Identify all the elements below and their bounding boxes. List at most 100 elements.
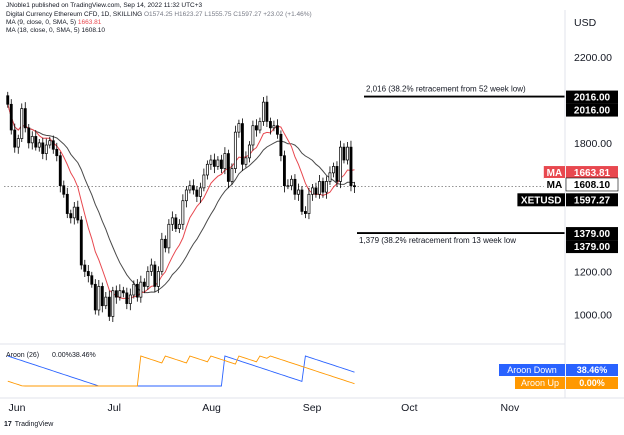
candle-body [93, 283, 97, 311]
ma9-line [7, 104, 355, 300]
candle-body [335, 166, 339, 182]
candle-body [132, 283, 136, 296]
candle-body [346, 146, 349, 161]
candle-body [237, 123, 241, 133]
candle-body [65, 193, 69, 214]
price-tag-bg [566, 240, 618, 254]
candle-body [240, 123, 244, 165]
ma18-legend-value: 1608.10 [81, 27, 106, 34]
candle-body [118, 290, 122, 298]
candle-body [58, 155, 62, 187]
price-tag-value: 2016.00 [574, 93, 611, 104]
candle-body [318, 181, 321, 195]
candle-body [286, 185, 290, 188]
price-tag-label: MA [547, 180, 563, 191]
ohlc-values: O1574.25 H1623.27 L1555.75 C1597.27 +23.… [144, 11, 312, 18]
y-tick-label: 2200.00 [574, 52, 612, 64]
candle-body [174, 217, 178, 229]
candle-body [86, 271, 90, 277]
candle-body [83, 264, 87, 272]
candle-body [104, 296, 108, 307]
aroon-label: Aroon (26) [6, 352, 39, 359]
candle-body [321, 181, 325, 193]
tradingview-logo: 17 [4, 421, 12, 428]
candle-body [226, 153, 230, 182]
candle-body [79, 219, 83, 266]
candle-body [191, 185, 195, 191]
aroon-up-tag-bg [515, 377, 565, 389]
candle-body [149, 264, 153, 272]
candle-body [128, 294, 132, 304]
candle-body [188, 185, 192, 191]
candle-body [16, 138, 20, 148]
candle-body [195, 189, 199, 197]
aroon-up-value: 0.00% [52, 352, 72, 359]
candle-body [153, 264, 157, 287]
candle-body [41, 142, 45, 154]
symbol-line: Digital Currency Ethereum CFD, 1D, SKILL… [6, 11, 312, 19]
candle-body [170, 217, 174, 225]
candle-body [233, 131, 237, 169]
candle-body [304, 211, 307, 214]
candle-body [23, 108, 27, 129]
x-tick-label: Jul [108, 402, 121, 414]
candle-body [307, 193, 311, 214]
candle-body [167, 223, 171, 249]
y-tick-label: 1000.00 [574, 309, 612, 321]
candle-body [289, 178, 293, 187]
y-tick-label: 1800.00 [574, 138, 612, 150]
tradingview-footer: 17 TradingView [4, 421, 53, 428]
price-tag-value: 1379.00 [574, 229, 611, 240]
price-tag-bg [566, 166, 618, 180]
candle-body [339, 146, 342, 182]
aroon-pane: Aroon (26) 0.00% 38.46% [6, 352, 355, 387]
price-tag-bg [566, 103, 618, 117]
level-annotation: 1,379 (38.2% retracement from 13 week lo… [359, 236, 516, 245]
candle-body [184, 189, 188, 202]
candle-body [332, 166, 335, 174]
candle-body [325, 181, 328, 193]
candle-body [156, 271, 160, 287]
candle-body [247, 144, 251, 159]
candle-body [20, 108, 24, 139]
price-tag-bg [566, 90, 618, 104]
candle-body [27, 127, 31, 144]
x-tick-label: Jun [9, 402, 26, 414]
candle-body [349, 146, 353, 187]
candle-body [282, 155, 286, 187]
candle-body [296, 189, 300, 195]
x-tick-label: Aug [202, 402, 221, 414]
ma9-legend[interactable]: MA (9, close, 0, SMA, 5) 1663.81 [6, 19, 101, 27]
candle-body [258, 121, 262, 131]
brand-name: TradingView [14, 421, 54, 428]
ma18-legend-label: MA (18, close, 0, SMA, 5) [6, 27, 80, 34]
candle-body [135, 283, 139, 298]
candle-body [107, 296, 111, 317]
candle-body [219, 159, 223, 169]
candle-body [272, 125, 276, 129]
candle-body [142, 281, 146, 287]
candle-body [251, 125, 255, 146]
candle-body [177, 223, 181, 229]
ma9-legend-label: MA (9, close, 0, SMA, 5) [6, 19, 77, 26]
candle-body [163, 238, 167, 249]
aroon-down-value-tag: 38.46% [577, 365, 608, 375]
candle-body [139, 281, 143, 298]
ma18-legend[interactable]: MA (18, close, 0, SMA, 5) 1608.10 [6, 27, 105, 35]
candle-body [268, 121, 272, 129]
candle-body [181, 200, 185, 225]
candle-body [114, 290, 118, 298]
candle-body [198, 187, 202, 197]
price-tag-label: MA [547, 168, 563, 179]
aroon-down-name: Aroon Down [507, 365, 557, 375]
candle-body [97, 286, 101, 311]
axes: 2200.00 1800.00 1200.00 1000.00 USD Jun Jul Aug… [0, 10, 624, 414]
candle-body [353, 185, 356, 188]
candle-body [261, 101, 265, 122]
candle-body [100, 286, 104, 307]
price-tag-value: 1663.81 [574, 168, 611, 179]
aroon-up-name: Aroon Up [521, 378, 559, 388]
level-annotation: 2,016 (38.2% retracement from 52 week lo… [366, 85, 526, 94]
candles [6, 91, 356, 322]
